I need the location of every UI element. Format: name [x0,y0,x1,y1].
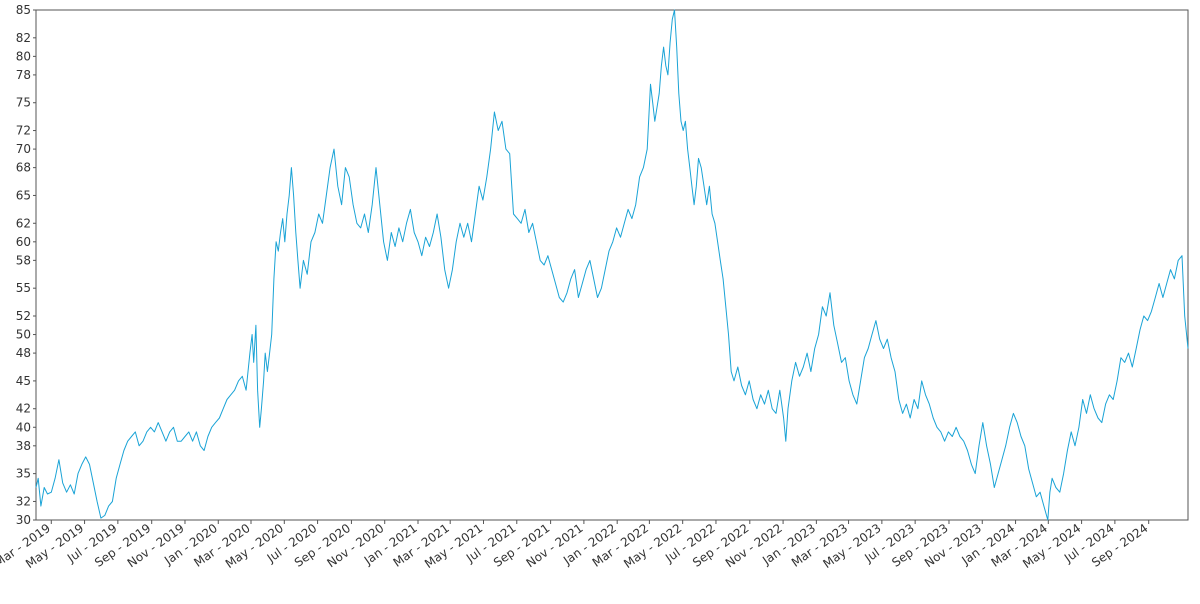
y-tick-label: 40 [16,420,31,434]
y-tick-label: 32 [16,494,31,508]
y-tick-label: 65 [16,188,31,202]
y-tick-label: 82 [16,31,31,45]
y-tick-label: 50 [16,328,31,342]
y-axis: 30 32 35 38 40 42 45 48 50 52 55 58 60 62 65 68 70 72 75 78… [16,3,36,527]
y-tick-label: 72 [16,124,31,138]
y-tick-label: 55 [16,281,31,295]
plot-area-frame [35,9,1189,521]
y-tick-label: 78 [16,68,31,82]
y-tick-label: 70 [16,142,31,156]
y-tick-label: 68 [16,161,31,175]
series-line [35,9,1189,521]
y-tick-label: 45 [16,374,31,388]
y-tick-label: 80 [16,49,31,63]
y-tick-label: 75 [16,96,31,110]
y-tick-label: 58 [16,253,31,267]
y-tick-label: 35 [16,467,31,481]
y-tick-label: 60 [16,235,31,249]
y-tick-label: 38 [16,439,31,453]
y-tick-label: 52 [16,309,31,323]
y-tick-label: 30 [16,513,31,527]
y-tick-label: 42 [16,402,31,416]
y-tick-label: 48 [16,346,31,360]
series-layer [35,9,1189,521]
y-tick-label: 62 [16,216,31,230]
y-tick-label: 85 [16,3,31,17]
